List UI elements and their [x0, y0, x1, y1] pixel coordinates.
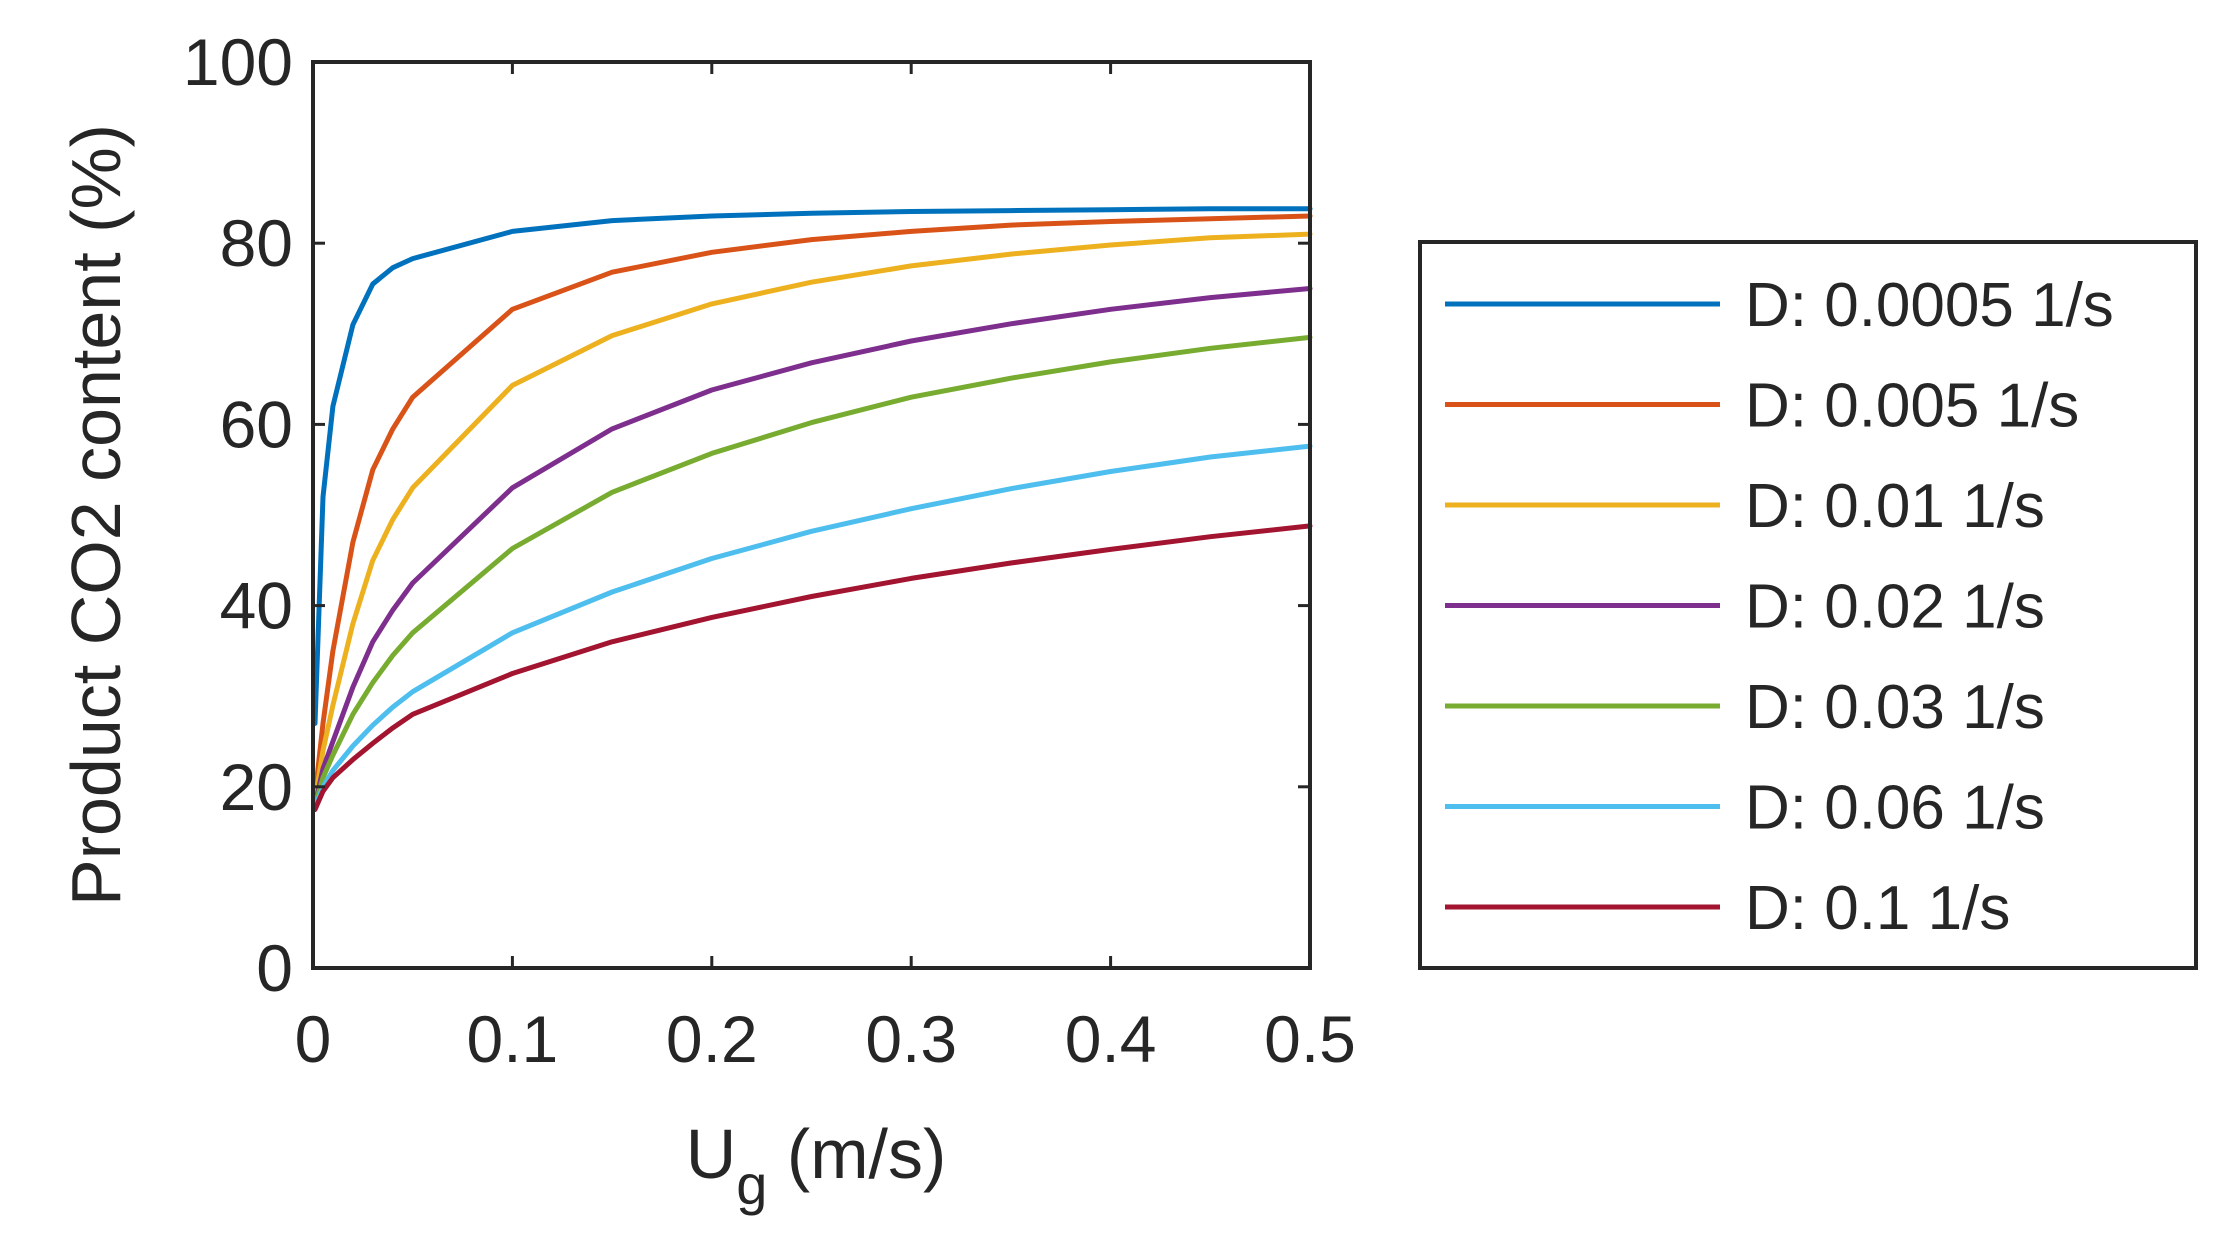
y-axis-label: Product CO2 content (%) — [57, 124, 135, 906]
legend-label: D: 0.01 1/s — [1745, 472, 2045, 541]
y-tick-label: 20 — [220, 750, 293, 824]
x-tick-label: 0.5 — [1264, 1002, 1356, 1076]
series-line-6 — [312, 443, 1313, 810]
legend-label: D: 0.0005 1/s — [1745, 271, 2114, 340]
x-tick-label: 0.1 — [467, 1002, 559, 1076]
y-tick-label: 60 — [220, 387, 293, 461]
y-tick-label: 80 — [220, 206, 293, 280]
legend: D: 0.0005 1/s D: 0.005 1/s D: 0.01 1/s D: 0… — [1418, 240, 2198, 970]
series-line-3 — [312, 231, 1313, 803]
x-axis: 0 0.1 0.2 0.3 0.4 0.5 — [295, 62, 1356, 1076]
x-tick-label: 0 — [295, 1002, 332, 1076]
legend-label: D: 0.1 1/s — [1745, 874, 2010, 943]
legend-items: D: 0.0005 1/s D: 0.005 1/s D: 0.01 1/s D: 0… — [1445, 271, 2114, 943]
x-axis-label: Ug (m/s) — [686, 1115, 947, 1216]
y-tick-label: 40 — [220, 569, 293, 643]
series-line-5 — [312, 334, 1313, 808]
y-tick-label: 100 — [183, 25, 293, 99]
y-axis: 0 20 40 60 80 100 — [183, 25, 1310, 1005]
series-line-4 — [312, 286, 1313, 808]
y-tick-label: 0 — [256, 931, 293, 1005]
x-axis-label-main: U — [686, 1115, 737, 1193]
plot-frame — [311, 60, 1312, 970]
x-tick-label: 0.4 — [1065, 1002, 1157, 1076]
x-tick-label: 0.3 — [865, 1002, 957, 1076]
series-line-2 — [312, 213, 1313, 799]
series-line-7 — [312, 523, 1313, 812]
series-layer — [312, 206, 1313, 812]
legend-label: D: 0.06 1/s — [1745, 774, 2045, 843]
legend-label: D: 0.03 1/s — [1745, 673, 2045, 742]
x-axis-label-units: (m/s) — [767, 1115, 946, 1193]
series-line-1 — [312, 206, 1313, 726]
x-tick-label: 0.2 — [666, 1002, 758, 1076]
legend-label: D: 0.005 1/s — [1745, 372, 2079, 441]
x-axis-label-subscript: g — [736, 1153, 767, 1216]
legend-label: D: 0.02 1/s — [1745, 573, 2045, 642]
